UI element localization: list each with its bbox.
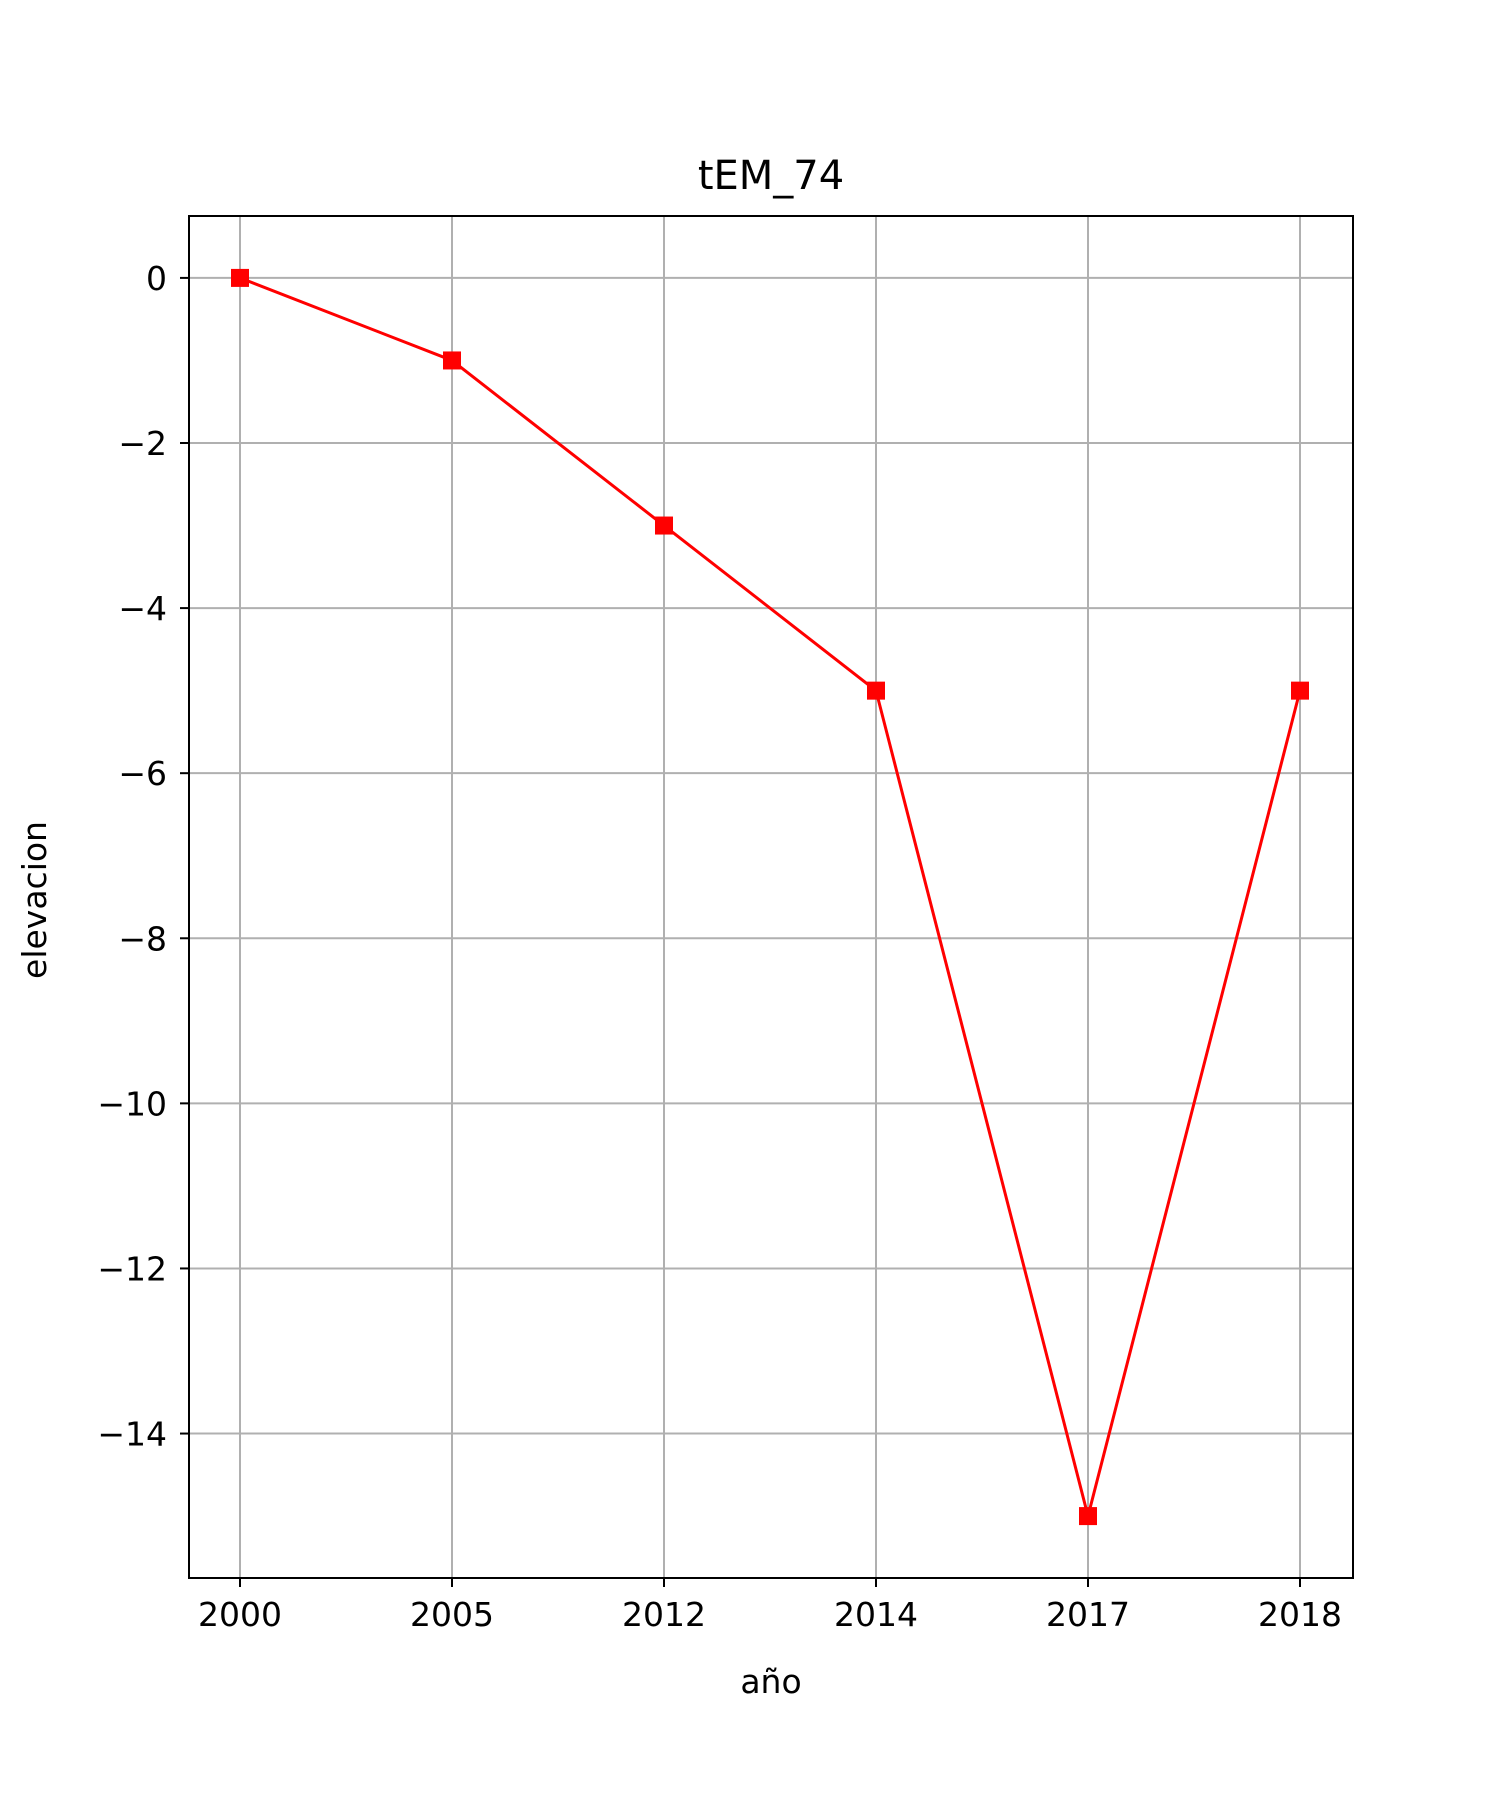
data-point-marker xyxy=(231,268,249,287)
ticks: 2000 2005 2012 2014 2017 2018 0 −2 −4 −6 −8 −10 −12 −… xyxy=(97,259,1342,1634)
data-point-marker xyxy=(655,516,673,535)
y-axis-label: elevacion xyxy=(15,821,54,979)
y-tick-label: −12 xyxy=(97,1249,167,1288)
y-tick-label: −2 xyxy=(118,424,167,463)
x-tick-label: 2014 xyxy=(834,1595,918,1634)
x-tick-label: 2005 xyxy=(410,1595,494,1634)
data-point-marker xyxy=(1079,1507,1097,1526)
data-point-marker xyxy=(443,351,461,370)
data-point-marker xyxy=(867,681,885,700)
x-tick-label: 2018 xyxy=(1258,1595,1342,1634)
data-point-marker xyxy=(1291,681,1309,700)
x-tick-label: 2017 xyxy=(1046,1595,1130,1634)
grid xyxy=(189,216,1353,1578)
series-line xyxy=(239,276,1302,1518)
y-tick-label: −4 xyxy=(118,589,167,628)
plot-frame xyxy=(188,215,1354,1579)
series-layer xyxy=(231,268,1309,1526)
chart-title: tEM_74 xyxy=(698,153,844,199)
x-axis-label: año xyxy=(740,1662,801,1701)
y-tick-label: −6 xyxy=(118,754,167,793)
y-tick-label: 0 xyxy=(146,259,167,298)
x-tick-label: 2000 xyxy=(198,1595,282,1634)
x-tick-label: 2012 xyxy=(622,1595,706,1634)
y-tick-label: −14 xyxy=(97,1415,167,1454)
y-tick-label: −10 xyxy=(97,1084,167,1123)
y-tick-label: −8 xyxy=(118,919,167,958)
